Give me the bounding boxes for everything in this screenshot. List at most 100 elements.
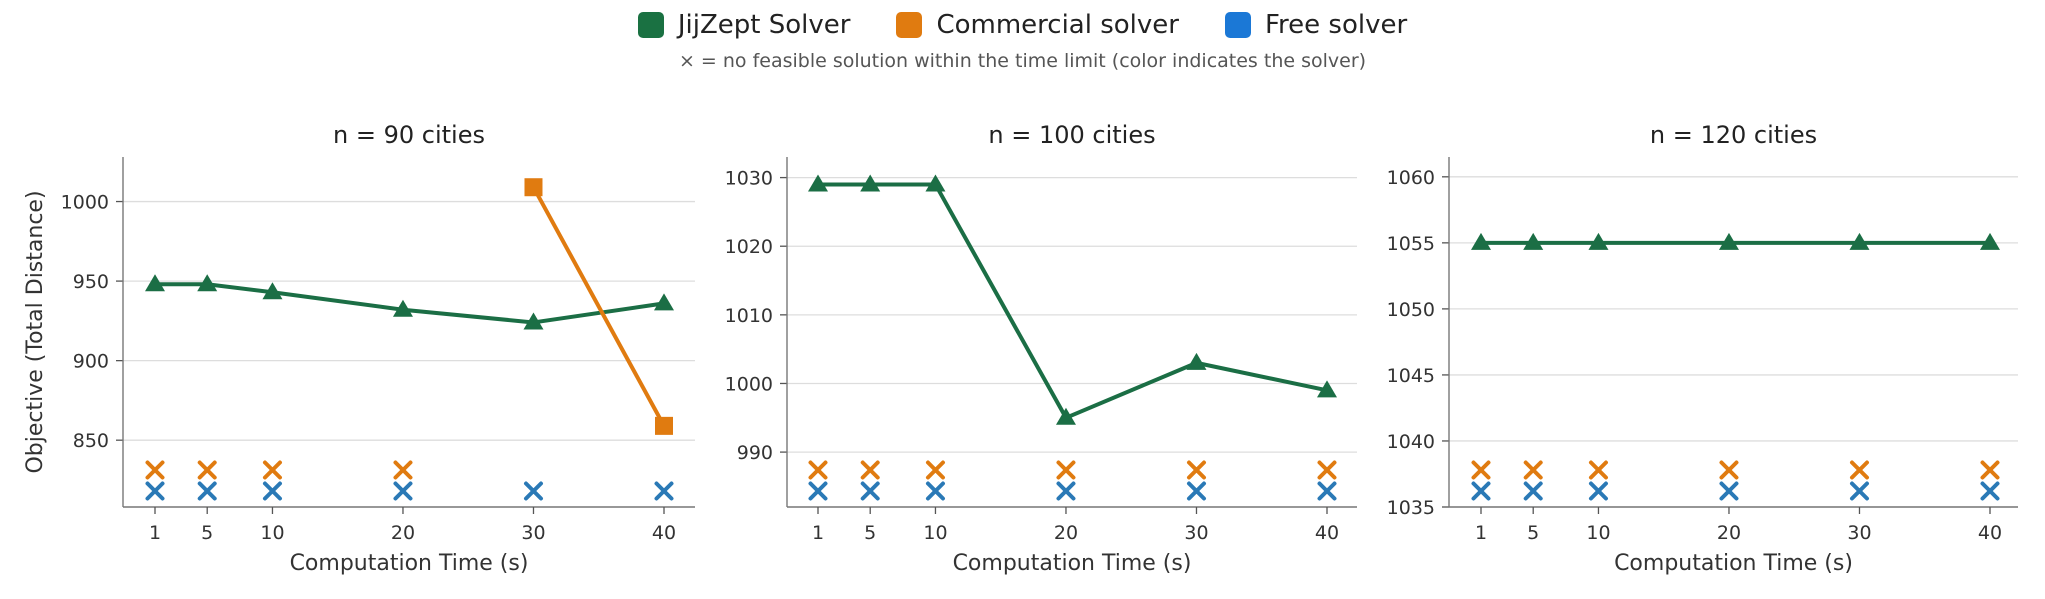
legend-label-free: Free solver [1264, 10, 1408, 40]
infeasible-marker [1523, 481, 1543, 501]
panel-3: 1035 1040 1045 1050 1055 1060 1 5 10 20 30 40 n = 12… [1387, 121, 2018, 576]
y-tick-label: 1045 [1387, 365, 1435, 387]
x-tick-label: 5 [1527, 522, 1539, 544]
x-tick-label: 30 [1847, 522, 1871, 544]
infeasible-marker [1588, 481, 1608, 501]
x-tick-label: 5 [864, 522, 876, 544]
infeasible-free-solver [808, 481, 1337, 501]
infeasible-marker [1186, 460, 1206, 480]
data-point [1588, 232, 1609, 250]
x-tick-label: 20 [1717, 522, 1741, 544]
x-tick-label: 40 [1315, 522, 1339, 544]
y-tick-label: 950 [73, 271, 109, 293]
data-point [523, 312, 544, 330]
x-tick-label: 30 [1184, 522, 1208, 544]
panel-title: n = 90 cities [333, 121, 485, 149]
data-point [1471, 232, 1491, 250]
infeasible-marker [393, 481, 413, 501]
data-point [262, 282, 283, 300]
infeasible-marker [197, 460, 217, 480]
infeasible-marker [1980, 481, 2000, 501]
series-line [818, 182, 1328, 420]
infeasible-marker [145, 460, 165, 480]
infeasible-marker [1056, 460, 1076, 480]
y-tick-label: 1050 [1387, 299, 1435, 321]
series-line [155, 282, 665, 325]
infeasible-marker [1471, 460, 1491, 480]
x-tick-label: 1 [812, 522, 824, 544]
chart-legend: JijZept Solver Commercial solver Free so… [0, 4, 2045, 46]
infeasible-free-solver [1471, 481, 2000, 501]
data-point [197, 274, 218, 292]
data-point [1055, 407, 1076, 425]
infeasible-commercial-solver [808, 460, 1337, 480]
infeasible-marker [262, 460, 282, 480]
y-tick-label: 990 [737, 442, 773, 464]
legend-label-commercial: Commercial solver [936, 10, 1179, 40]
x-axis-label: Computation Time (s) [1614, 551, 1853, 576]
data-point [654, 293, 674, 311]
infeasible-marker [1849, 460, 1869, 480]
y-tick-label: 1000 [725, 373, 773, 395]
infeasible-marker [925, 460, 945, 480]
x-tick-label: 40 [1978, 522, 2002, 544]
infeasible-commercial-solver [1471, 460, 2000, 480]
series-jijzept-solver [145, 274, 674, 330]
data-point [925, 174, 946, 192]
x-tick-label: 5 [201, 522, 213, 544]
x-axis-label: Computation Time (s) [290, 551, 529, 576]
infeasible-marker [1588, 460, 1608, 480]
infeasible-marker [925, 481, 945, 501]
data-point [1317, 380, 1337, 398]
legend-item-free: Free solver [1224, 10, 1408, 40]
y-tick-label: 1000 [61, 192, 109, 214]
infeasible-marker [1471, 481, 1491, 501]
legend-label-jijzept: JijZept Solver [677, 10, 851, 40]
y-tick-label: 1020 [725, 236, 773, 258]
infeasible-marker [197, 481, 217, 501]
x-tick-label: 1 [1475, 522, 1487, 544]
legend-swatch-commercial [896, 12, 923, 38]
infeasible-marker [393, 460, 413, 480]
data-point [808, 174, 828, 192]
x-axis-label: Computation Time (s) [953, 551, 1192, 576]
x-tick-label: 1 [149, 522, 161, 544]
data-point [392, 299, 413, 317]
infeasible-free-solver [145, 481, 674, 501]
infeasible-commercial-solver [145, 460, 413, 480]
legend-swatch-free [1224, 12, 1251, 38]
legend-item-commercial: Commercial solver [896, 10, 1179, 40]
infeasible-marker [1980, 460, 2000, 480]
legend-item-jijzept: JijZept Solver [637, 10, 851, 40]
series-jijzept-solver [1471, 232, 2000, 250]
infeasible-marker [808, 460, 828, 480]
infeasible-marker [145, 481, 165, 501]
y-tick-label: 1040 [1387, 431, 1435, 453]
infeasible-marker [1317, 460, 1337, 480]
panel-title: n = 120 cities [1650, 121, 1817, 149]
x-tick-label: 10 [260, 522, 284, 544]
series-commercial-solver [524, 178, 673, 435]
infeasible-marker [1186, 481, 1206, 501]
panel-1: 850 900 950 1000 1 5 10 20 30 40 n = 90 cities Comp… [23, 121, 695, 576]
series-jijzept-solver [808, 174, 1337, 425]
infeasible-marker [1719, 460, 1739, 480]
x-tick-label: 20 [1054, 522, 1078, 544]
infeasible-marker [860, 481, 880, 501]
infeasible-marker [1523, 460, 1543, 480]
y-tick-label: 1010 [725, 305, 773, 327]
data-point [1718, 232, 1739, 250]
legend-swatch-jijzept [637, 12, 664, 38]
y-tick-label: 900 [73, 351, 109, 373]
data-point [655, 416, 673, 435]
infeasible-marker [1849, 481, 1869, 501]
data-point [145, 274, 165, 292]
series-line [531, 186, 666, 427]
y-axis-label: Objective (Total Distance) [23, 190, 48, 473]
y-tick-label: 1060 [1387, 167, 1435, 189]
infeasible-marker [860, 460, 880, 480]
infeasible-marker [262, 481, 282, 501]
y-tick-label: 1055 [1387, 233, 1435, 255]
